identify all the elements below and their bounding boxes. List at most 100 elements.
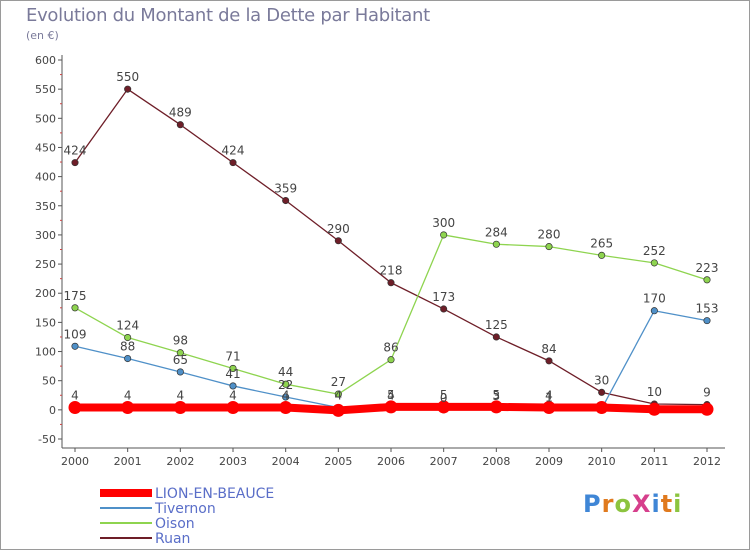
data-point [124, 354, 132, 363]
data-label: 125 [485, 318, 508, 332]
data-label: 9 [703, 386, 711, 400]
data-label: 41 [225, 367, 240, 381]
data-label: 170 [643, 292, 666, 306]
data-point [545, 243, 553, 251]
data-label: 173 [432, 290, 455, 304]
data-point [124, 333, 132, 342]
data-point [440, 231, 448, 239]
y-tick-label: 250 [35, 258, 56, 271]
x-tick-label: 2010 [588, 455, 616, 468]
y-tick-label: 400 [35, 171, 56, 184]
x-tick-label: 2009 [535, 455, 563, 468]
y-tick-label: 300 [35, 229, 56, 242]
y-tick-label: 200 [35, 287, 56, 300]
data-point [492, 240, 500, 248]
data-label: 153 [696, 302, 719, 316]
data-point [176, 349, 184, 357]
data-point [334, 237, 342, 245]
data-point [68, 401, 82, 415]
data-point [334, 390, 342, 398]
data-label: 5 [387, 388, 395, 402]
proxiti-logo: ProXiti [583, 490, 683, 518]
data-label: 44 [278, 365, 293, 379]
chart-title: Evolution du Montant de la Dette par Hab… [26, 5, 430, 26]
data-label: 98 [173, 334, 188, 348]
data-label: 86 [383, 341, 398, 355]
data-point [387, 356, 395, 364]
data-point [331, 403, 345, 417]
data-point [598, 251, 606, 259]
data-point [387, 279, 395, 287]
data-label: 550 [116, 70, 139, 84]
data-point [647, 402, 661, 416]
data-point [440, 305, 448, 313]
y-tick-label: 550 [35, 83, 56, 96]
data-point [71, 159, 79, 167]
data-label: 84 [541, 342, 556, 356]
x-tick-label: 2011 [640, 455, 668, 468]
data-point [173, 401, 187, 415]
x-tick-label: 2004 [272, 455, 300, 468]
unit-label: (en €) [26, 29, 59, 42]
data-label: 124 [116, 319, 139, 333]
x-tick-label: 2002 [166, 455, 194, 468]
y-tick-label: 350 [35, 200, 56, 213]
data-label: 300 [432, 216, 455, 230]
data-label: 5 [493, 388, 501, 402]
data-point [437, 400, 451, 414]
y-tick-label: 500 [35, 112, 56, 125]
x-tick-label: 2005 [324, 455, 352, 468]
data-label: 5 [440, 388, 448, 402]
legend-label: Oison [155, 516, 195, 532]
series-line-2 [74, 234, 708, 395]
y-tick-label: 600 [35, 54, 56, 67]
data-point [176, 368, 184, 376]
y-tick-label: 100 [35, 346, 56, 359]
data-label: 65 [173, 353, 188, 367]
data-label: 88 [120, 340, 135, 354]
x-tick-label: 2007 [430, 455, 458, 468]
data-point [282, 393, 290, 401]
data-label: 10 [647, 385, 662, 399]
data-label: 4 [335, 389, 343, 403]
data-label: 489 [169, 106, 192, 120]
data-label: 223 [696, 261, 719, 275]
data-label: 4 [545, 389, 553, 403]
data-label: 359 [274, 182, 297, 196]
data-label: 424 [64, 144, 87, 158]
data-point [229, 159, 237, 167]
data-point [384, 400, 398, 414]
data-point [489, 400, 503, 414]
data-point [71, 304, 79, 312]
data-label: 252 [643, 244, 666, 258]
y-tick-label: 0 [49, 404, 56, 417]
data-label: 280 [538, 228, 561, 242]
data-point [282, 380, 290, 388]
data-point [598, 388, 606, 396]
data-point [229, 382, 237, 390]
data-label: 4 [229, 389, 237, 403]
data-label: 4 [71, 389, 79, 403]
x-tick-label: 2003 [219, 455, 247, 468]
data-label: 71 [225, 349, 240, 363]
y-tick-label: 450 [35, 141, 56, 154]
data-point [650, 259, 658, 267]
data-label: 27 [331, 375, 346, 389]
data-point [700, 402, 714, 416]
data-label: 4 [124, 389, 132, 403]
data-label: 4 [387, 389, 395, 403]
data-point [71, 342, 79, 350]
data-point [542, 401, 556, 415]
legend-label: Tivernon [154, 501, 216, 517]
data-label: 109 [64, 327, 87, 341]
data-label: 4 [177, 389, 185, 403]
data-label: 175 [64, 289, 87, 303]
data-point [703, 276, 711, 284]
data-label: 284 [485, 225, 508, 239]
data-label: 1 [545, 390, 553, 404]
data-label: 4 [282, 389, 290, 403]
legend-label: Ruan [155, 531, 190, 547]
data-label: 218 [380, 264, 403, 278]
data-point [492, 333, 500, 341]
